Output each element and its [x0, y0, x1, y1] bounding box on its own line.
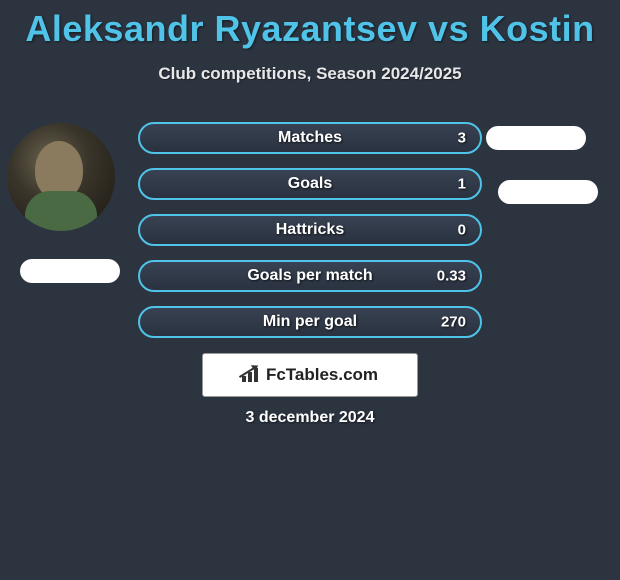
stat-label: Goals per match — [247, 267, 372, 285]
stat-row-goals-per-match: Goals per match 0.33 — [138, 260, 482, 292]
page-title: Aleksandr Ryazantsev vs Kostin — [0, 0, 620, 50]
stats-panel: Matches 3 Goals 1 Hattricks 0 Goals per … — [138, 122, 482, 352]
stat-row-matches: Matches 3 — [138, 122, 482, 154]
stat-label: Matches — [278, 129, 342, 147]
stat-row-min-per-goal: Min per goal 270 — [138, 306, 482, 338]
date-label: 3 december 2024 — [0, 409, 620, 427]
stat-label: Hattricks — [276, 221, 344, 239]
stat-value: 0.33 — [437, 268, 466, 285]
name-pill-left — [20, 259, 120, 283]
stat-value: 3 — [458, 130, 466, 147]
subtitle: Club competitions, Season 2024/2025 — [0, 64, 620, 84]
stat-value: 1 — [458, 176, 466, 193]
stat-value: 270 — [441, 314, 466, 331]
stat-label: Goals — [288, 175, 332, 193]
player-avatar-left — [7, 123, 115, 231]
source-label: FcTables.com — [266, 365, 378, 385]
name-pill-right-2 — [498, 180, 598, 204]
stat-row-hattricks: Hattricks 0 — [138, 214, 482, 246]
stat-row-goals: Goals 1 — [138, 168, 482, 200]
name-pill-right-1 — [486, 126, 586, 150]
stat-value: 0 — [458, 222, 466, 239]
chart-icon — [242, 368, 260, 382]
source-badge: FcTables.com — [202, 353, 418, 397]
stat-label: Min per goal — [263, 313, 357, 331]
